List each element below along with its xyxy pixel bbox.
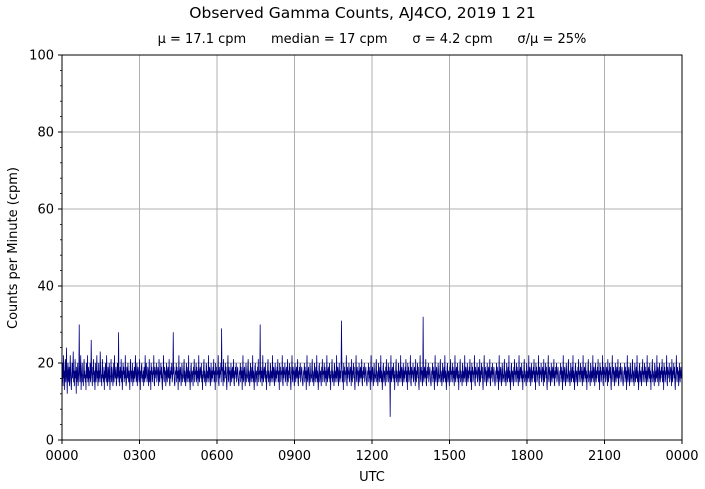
x-tick-label: 0600 <box>200 449 233 464</box>
x-tick-label: 0000 <box>45 449 78 464</box>
axis-ticks: 0000 0300 0600 0900 1200 1500 1800 2100 00000204… <box>29 49 698 465</box>
series-layer <box>61 316 683 417</box>
chart-title: Observed Gamma Counts, AJ4CO, 2019 1 21 <box>189 4 536 22</box>
y-tick-label: 0 <box>46 434 54 449</box>
x-tick-label: 2100 <box>588 449 621 464</box>
y-tick-label: 20 <box>37 357 54 372</box>
x-tick-label: 0300 <box>123 449 156 464</box>
x-axis-label: UTC <box>359 470 385 485</box>
y-tick-label: 80 <box>37 126 54 141</box>
y-tick-label: 60 <box>37 203 54 218</box>
y-tick-label: 40 <box>37 280 54 295</box>
x-tick-label: 1200 <box>355 449 388 464</box>
y-axis-label: Counts per Minute (cpm) <box>6 167 21 329</box>
x-tick-label: 0900 <box>278 449 311 464</box>
y-tick-label: 100 <box>29 49 54 64</box>
x-tick-label: 1800 <box>510 449 543 464</box>
x-tick-label: 0000 <box>665 449 698 464</box>
x-tick-label: 1500 <box>433 449 466 464</box>
series-line-gamma-counts <box>61 316 683 417</box>
chart-subtitle: μ = 17.1 cpm median = 17 cpm σ = 4.2 cpm… <box>157 32 587 47</box>
